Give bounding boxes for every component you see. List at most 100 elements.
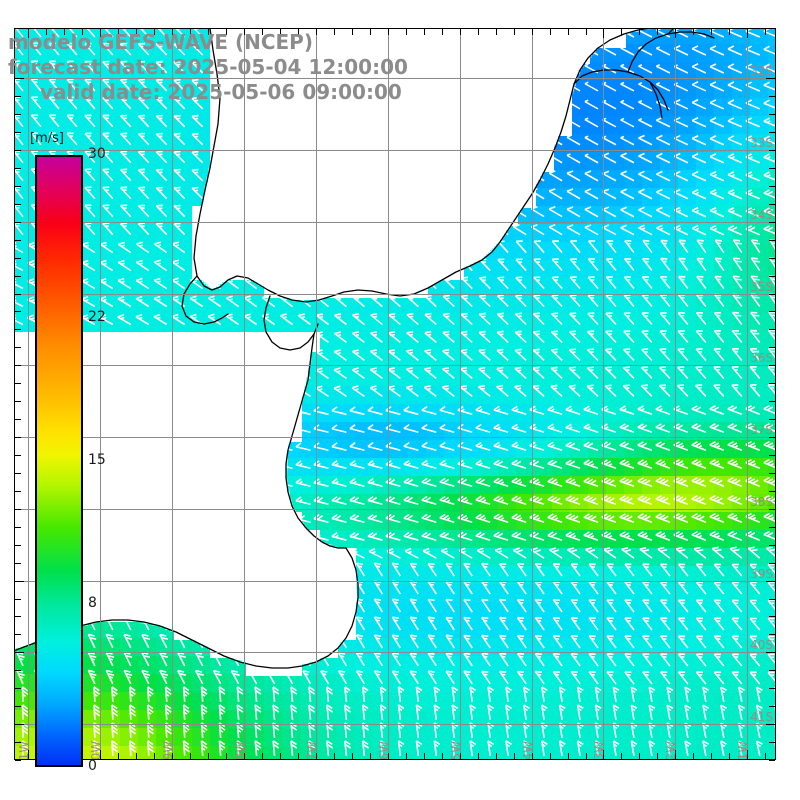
gridline-meridian [172, 28, 173, 760]
ruler-tick [15, 258, 21, 259]
longitude-label: 52W [664, 740, 679, 760]
ruler-tick [769, 222, 775, 223]
ruler-tick [15, 634, 21, 635]
title-valid-date: valid date: 2025-05-06 09:00:00 [40, 80, 402, 104]
gridline-parallel [14, 150, 776, 151]
ruler-tick [769, 294, 775, 295]
ruler-tick [766, 78, 775, 79]
ruler-tick [769, 383, 775, 384]
ruler-tick [769, 329, 775, 330]
ruler-tick [586, 29, 587, 35]
ruler-tick [154, 29, 155, 35]
ruler-tick [172, 29, 173, 35]
ruler-tick [496, 753, 497, 759]
ruler-tick [352, 29, 353, 35]
latitude-label: 33S [750, 136, 773, 150]
ruler-tick [15, 150, 21, 151]
ruler-tick [693, 753, 694, 759]
ruler-tick [769, 419, 775, 420]
ruler-tick [769, 616, 775, 617]
ruler-tick [82, 29, 83, 35]
ruler-tick [769, 742, 775, 743]
ruler-tick [766, 724, 775, 725]
ruler-tick [769, 240, 775, 241]
ruler-tick [675, 750, 676, 759]
ruler-tick [15, 473, 21, 474]
latitude-label: 37S [750, 423, 773, 438]
colorbar [35, 155, 83, 767]
ruler-tick [769, 347, 775, 348]
latitude-label: 39S [750, 566, 773, 581]
ruler-tick [370, 753, 371, 759]
ruler-tick [15, 545, 21, 546]
ruler-tick [406, 29, 407, 35]
ruler-tick [675, 29, 676, 38]
ruler-tick [15, 276, 21, 277]
ruler-tick [769, 688, 775, 689]
ruler-tick [15, 581, 24, 582]
longitude-label: 53W [592, 740, 607, 760]
ruler-tick [15, 78, 24, 79]
ruler-tick [769, 545, 775, 546]
ruler-tick [729, 753, 730, 759]
ruler-tick [118, 753, 119, 759]
ruler-tick [568, 29, 569, 35]
map-title-block: modelo GEFS-WAVE (NCEP) forecast date: 2… [0, 30, 520, 105]
longitude-label: 61W [17, 740, 32, 760]
ruler-tick [370, 29, 371, 35]
latitude-label: 36S [750, 351, 773, 366]
ruler-tick [15, 491, 21, 492]
gridline-parallel [14, 294, 776, 295]
gridline-meridian [28, 28, 29, 760]
latitude-label: 38S [750, 494, 773, 509]
title-model-line: modelo GEFS-WAVE (NCEP) [8, 30, 313, 54]
ruler-tick [769, 706, 775, 707]
ruler-tick [15, 186, 21, 187]
latitude-label: 41S [750, 710, 773, 725]
ruler-tick [262, 29, 263, 35]
ruler-tick [15, 383, 21, 384]
ruler-tick [15, 240, 21, 241]
ruler-tick [244, 29, 245, 35]
title-forecast-date: forecast date: 2025-05-04 12:00:00 [8, 55, 408, 79]
longitude-label: 51W [736, 740, 751, 760]
ruler-tick [280, 753, 281, 759]
ruler-tick [172, 753, 173, 759]
ruler-tick [15, 742, 21, 743]
ruler-tick [711, 753, 712, 759]
ruler-tick [514, 29, 515, 35]
ruler-tick [15, 294, 21, 295]
ruler-tick [586, 753, 587, 759]
ruler-tick [28, 750, 29, 759]
ruler-tick [568, 753, 569, 759]
ruler-tick [532, 29, 533, 35]
ruler-tick [769, 311, 775, 312]
ruler-tick [550, 753, 551, 759]
gridline-meridian [316, 28, 317, 760]
ruler-tick [15, 204, 21, 205]
ruler-tick [769, 365, 775, 366]
ruler-tick [15, 365, 21, 366]
gridline-parallel [14, 652, 776, 653]
ruler-tick [639, 29, 640, 35]
ruler-tick [15, 599, 21, 600]
colorbar-tick-label: 0 [88, 758, 97, 774]
ruler-tick [424, 29, 425, 35]
ruler-tick [64, 29, 65, 35]
ruler-tick [478, 753, 479, 759]
ruler-tick [765, 29, 766, 35]
ruler-tick [769, 634, 775, 635]
ruler-tick [769, 114, 775, 115]
ruler-tick [766, 652, 775, 653]
ruler-tick [15, 724, 24, 725]
ruler-tick [729, 29, 730, 35]
ruler-tick [136, 753, 137, 759]
ruler-tick [100, 29, 101, 38]
ruler-tick [769, 186, 775, 187]
gridline-parallel [14, 78, 776, 79]
ruler-tick [769, 204, 775, 205]
ruler-tick [15, 509, 21, 510]
gridline-meridian [244, 28, 245, 760]
ruler-tick [208, 753, 209, 759]
latitude-label: 34S [750, 207, 773, 222]
